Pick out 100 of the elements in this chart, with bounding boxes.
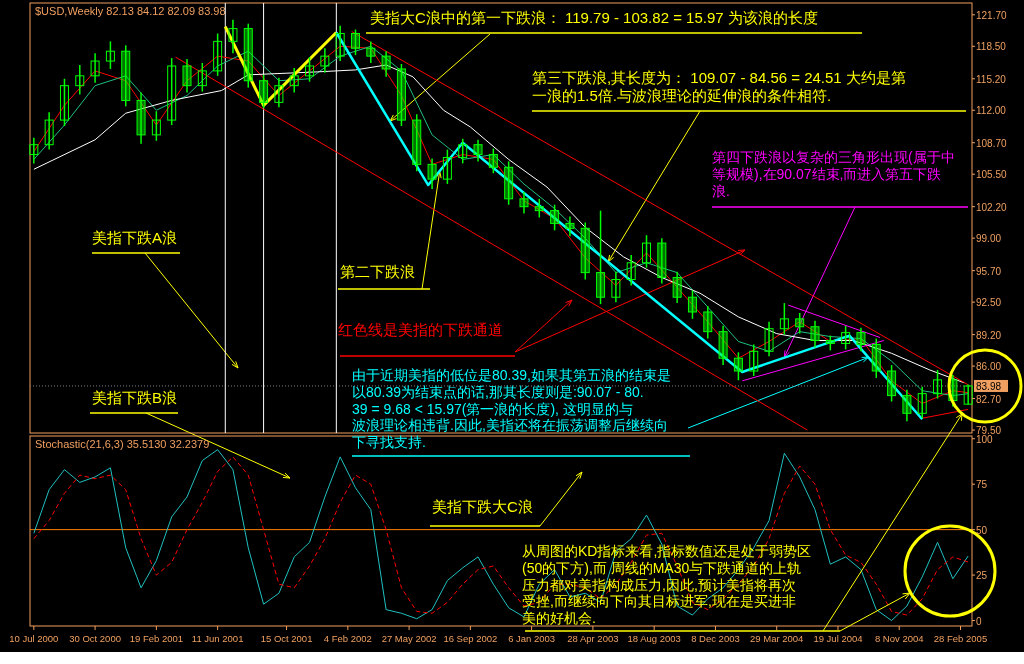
y-tick-label: 50	[976, 524, 988, 536]
y-tick-label: 95.70	[976, 265, 1002, 277]
candlestick	[626, 254, 636, 287]
candlestick	[749, 343, 759, 377]
candlestick	[902, 388, 912, 423]
candlestick	[733, 351, 743, 382]
y-tick-label: 92.50	[976, 297, 1002, 309]
candlestick	[672, 270, 682, 304]
candlestick	[795, 312, 805, 335]
candlestick	[580, 221, 590, 281]
candlestick	[29, 137, 39, 165]
candlestick	[534, 198, 544, 219]
candlestick	[121, 44, 131, 108]
candlestick	[412, 113, 422, 173]
x-tick-label: 27 May 2002	[381, 633, 437, 644]
candlestick	[810, 320, 820, 349]
x-tick-label: 10 Jul 2000	[9, 633, 59, 644]
x-tick-label: 28 Apr 2003	[567, 633, 619, 644]
candlestick	[871, 337, 881, 379]
annotation: 美指大C浪中的第一下跌浪： 119.79 - 103.82 = 15.97 为该浪的长度	[370, 9, 818, 26]
candlestick	[917, 386, 927, 419]
annotation: 红色线是美指的下跌通道	[338, 321, 503, 338]
annotation: 第三下跌浪,其长度为： 109.07 - 84.56 = 24.51 大约是第一浪的1.5倍.与波浪理论的延伸浪的条件相符.	[532, 69, 906, 104]
candlestick	[933, 369, 943, 400]
candlestick	[44, 111, 54, 151]
candlestick	[320, 47, 330, 74]
candlestick	[718, 325, 728, 366]
candlestick	[289, 67, 299, 94]
y-tick-label: 89.20	[976, 329, 1002, 341]
candlestick	[856, 326, 866, 353]
candlestick	[228, 18, 238, 54]
candlestick	[335, 24, 345, 62]
candlestick	[887, 364, 897, 403]
annotation: 美指下跌大C浪	[432, 498, 533, 515]
candlestick	[488, 147, 498, 174]
candlestick	[259, 74, 269, 110]
candlestick	[350, 28, 360, 56]
y-tick-label: 0	[976, 615, 982, 627]
candlestick	[182, 58, 192, 94]
candlestick	[703, 305, 713, 340]
x-tick-label: 15 Oct 2001	[260, 633, 313, 644]
chart-title: Stochastic(21,6,3) 35.5130 32.2379	[35, 438, 210, 450]
candlestick	[197, 62, 207, 93]
candlestick	[274, 77, 284, 109]
annotation: 第四下跌浪以复杂的三角形出现(属于中等规模),在90.07结束,而进入第五下跌浪.	[712, 149, 955, 199]
candlestick	[963, 383, 973, 406]
candlestick	[657, 237, 667, 285]
candlestick	[243, 22, 253, 89]
x-tick-label: 29 Mar 2004	[750, 633, 804, 644]
candlestick	[611, 270, 621, 303]
candlestick	[504, 160, 514, 206]
y-tick-label: 99.00	[976, 233, 1002, 245]
candlestick	[136, 91, 146, 145]
candlestick	[90, 52, 100, 84]
candlestick	[841, 325, 851, 351]
candlestick	[565, 215, 575, 237]
candlestick	[779, 302, 789, 336]
x-tick-label: 11 Jun 2001	[191, 633, 244, 644]
y-tick-label: 112.00	[976, 105, 1007, 117]
y-tick-label: 25	[976, 570, 988, 582]
candlestick	[596, 209, 606, 305]
candlestick	[764, 321, 774, 357]
candlestick	[519, 191, 529, 215]
ref-line-label: 83.98	[976, 380, 1002, 392]
x-tick-label: 4 Feb 2002	[323, 633, 372, 644]
candlestick	[366, 40, 376, 64]
y-tick-label: 82.70	[976, 393, 1002, 405]
x-tick-label: 19 Jul 2004	[813, 633, 863, 644]
annotation: 由于近期美指的低位是80.39,如果其第五浪的结束是以80.39为结束点的话,那其长度则是:90.07 - 80.39 = 9.68 < 15.97(第一浪的长度), 这明显的与波浪理论相违背.因此,美指还将在振荡调整后继续向下寻找支持.	[352, 367, 671, 451]
y-tick-label: 86.00	[976, 361, 1002, 373]
x-tick-label: 6 Jan 2003	[508, 633, 556, 644]
candlestick	[687, 289, 697, 320]
annotation: 美指下跌B浪	[92, 389, 178, 406]
y-tick-label: 108.70	[976, 137, 1008, 149]
candlestick	[642, 234, 652, 269]
y-tick-label: 115.20	[976, 73, 1007, 85]
x-tick-label: 19 Feb 2001	[129, 633, 184, 644]
y-tick-label: 105.50	[976, 169, 1008, 181]
candlestick	[381, 50, 391, 78]
x-tick-label: 8 Nov 2004	[874, 633, 924, 644]
x-tick-label: 16 Sep 2002	[443, 633, 498, 644]
y-tick-label: 102.20	[976, 201, 1008, 213]
y-tick-label: 118.50	[976, 41, 1007, 53]
candlestick	[151, 110, 161, 142]
candlestick	[550, 203, 560, 232]
x-tick-label: 18 Aug 2003	[627, 633, 681, 644]
annotation: 美指下跌A浪	[92, 229, 178, 246]
candlestick	[105, 40, 115, 70]
candlestick	[213, 32, 223, 77]
candlestick	[458, 138, 468, 165]
candlestick	[305, 56, 315, 83]
x-tick-label: 30 Oct 2000	[69, 633, 121, 644]
y-tick-label: 121.70	[976, 9, 1008, 21]
y-tick-label: 75	[976, 479, 988, 491]
chart-title: $USD,Weekly 82.13 84.12 82.09 83.98	[35, 5, 226, 17]
x-tick-label: 28 Feb 2005	[933, 633, 988, 644]
annotation: 第二下跌浪	[340, 263, 415, 280]
candlestick	[167, 57, 177, 126]
candlestick	[473, 139, 483, 163]
candlestick	[59, 78, 69, 127]
